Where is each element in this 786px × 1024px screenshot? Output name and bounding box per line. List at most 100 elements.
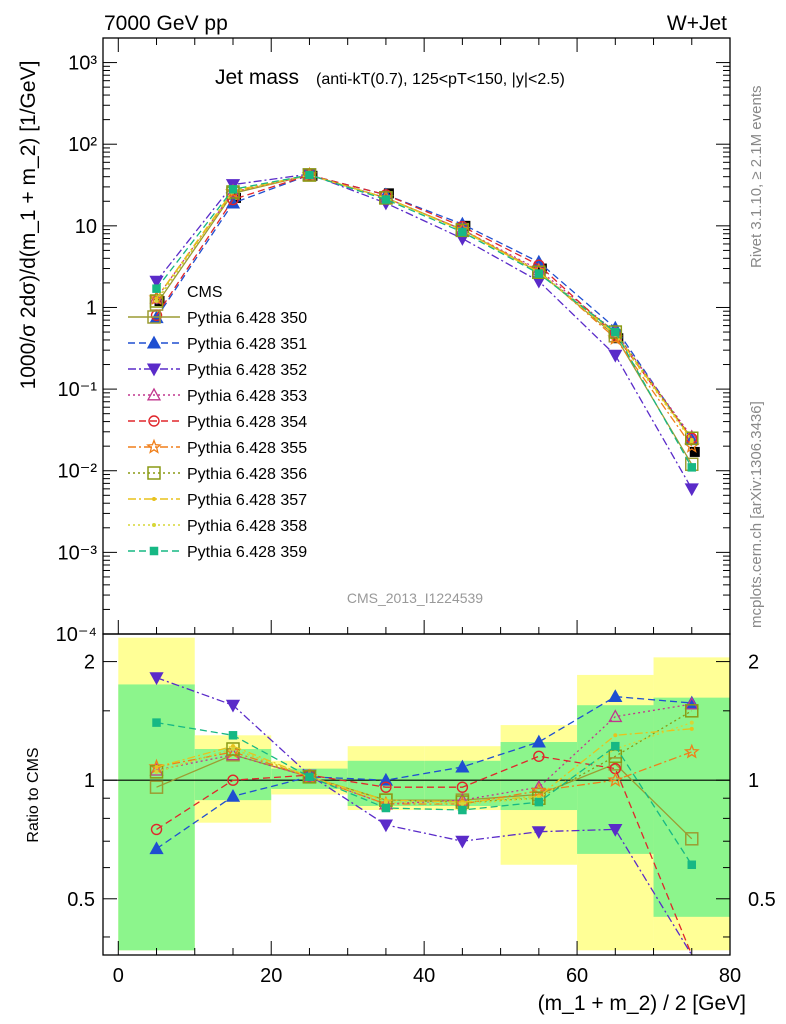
ratio-marker	[230, 746, 235, 751]
ratio-marker	[608, 709, 623, 723]
ratio-line	[156, 728, 692, 803]
xtick-label: 80	[719, 965, 741, 987]
legend-entry: CMS	[187, 284, 223, 301]
plot-title-detail: (anti-kT(0.7), 125<pT<150, |y|<2.5)	[316, 71, 565, 88]
ratio-marker	[150, 823, 163, 836]
ratio-frame	[102, 633, 731, 956]
ratio-ytick-label: 1	[84, 770, 95, 792]
ratio-pythia-6-428-351	[149, 689, 699, 855]
legend: CMS Pythia 6.428 350 Pythia 6.428 351 Pythi…	[128, 284, 307, 561]
legend-marker	[146, 335, 162, 349]
series-marker	[611, 327, 620, 337]
header-right: W+Jet	[667, 12, 727, 35]
series-marker	[149, 294, 164, 308]
xtick-label: 60	[566, 965, 588, 987]
legend-entry: Pythia 6.428 351	[128, 335, 307, 353]
ratio-xlabel: (m_1 + m_2) / 2 [GeV]	[538, 992, 746, 1015]
ratio-marker	[378, 772, 394, 786]
ratio-marker	[533, 750, 545, 762]
ratio-marker	[378, 819, 394, 833]
header-left: 7000 GeV pp	[104, 12, 228, 35]
ratio-series	[103, 672, 730, 956]
legend-label: Pythia 6.428 357	[187, 492, 307, 509]
xtick-label: 0	[113, 965, 124, 987]
legend-entry: Pythia 6.428 350	[128, 310, 307, 327]
ratio-marker	[460, 802, 465, 807]
series-marker	[608, 325, 623, 339]
ratio-marker	[607, 771, 624, 787]
ratio-marker	[302, 770, 317, 784]
ratio-marker	[608, 689, 623, 703]
ratio-ytick-label: 2	[84, 652, 95, 674]
ratio-marker	[380, 781, 392, 793]
legend-entry: Pythia 6.428 357	[128, 492, 307, 509]
series-marker	[532, 265, 546, 280]
series-marker	[152, 284, 161, 293]
main-ytick-label: 10²	[68, 134, 97, 156]
series-marker	[154, 296, 159, 301]
ratio-marker	[683, 743, 700, 759]
side-label-bottom: mcplots.cern.ch [arXiv:1306.3436]	[748, 401, 765, 628]
stat-uncertainty-band	[118, 684, 195, 951]
legend-entry: Pythia 6.428 353	[128, 387, 307, 405]
series-marker	[302, 168, 317, 182]
legend-label: Pythia 6.428 354	[187, 414, 307, 431]
ratio-marker	[684, 696, 699, 710]
legend-label: Pythia 6.428 353	[187, 388, 307, 405]
ratio-marker	[148, 758, 165, 774]
ratio-pythia-6-428-359	[152, 718, 697, 870]
ratio-marker	[154, 765, 159, 770]
ratio-ytick-label-right: 2	[748, 652, 759, 674]
series-marker	[455, 223, 470, 238]
series-marker	[685, 431, 699, 446]
main-ylabel: 1000/σ 2dσ)/d(m_1 + m_2) [1/GeV]	[17, 61, 40, 390]
ratio-marker	[689, 720, 694, 725]
legend-marker	[149, 546, 159, 556]
ratio-bands	[118, 637, 730, 951]
ratio-marker	[230, 744, 235, 749]
series-line	[155, 174, 693, 441]
ratio-ytick-label: 0.5	[67, 889, 95, 911]
ratio-marker	[456, 781, 469, 793]
xtick-label: 20	[260, 965, 282, 987]
main-ytick-label: 1	[86, 297, 97, 319]
main-ytick-label: 10⁻⁴	[56, 624, 97, 646]
ratio-marker	[534, 797, 544, 807]
series-marker	[607, 329, 624, 345]
ratio-marker	[381, 803, 391, 813]
legend-label: Pythia 6.428 352	[187, 362, 307, 379]
ratio-line	[156, 677, 693, 956]
ratio-line	[156, 721, 692, 805]
legend-entry: Pythia 6.428 352	[128, 362, 307, 379]
ratio-pythia-6-428-354	[150, 750, 693, 956]
ratio-marker	[530, 782, 547, 798]
main-ytick-label: 10⁻³	[58, 542, 98, 564]
legend-label: Pythia 6.428 358	[187, 518, 307, 535]
ratio-line	[156, 751, 692, 805]
ratio-marker	[149, 672, 164, 686]
series-line	[156, 173, 693, 490]
legend-marker	[147, 466, 161, 480]
series-marker	[608, 349, 623, 363]
ratio-line	[156, 710, 693, 803]
ratio-line	[156, 695, 692, 850]
series-marker	[305, 170, 314, 180]
ratio-marker	[458, 805, 467, 815]
series-marker	[689, 439, 694, 444]
legend-entry: Pythia 6.428 358	[128, 518, 307, 535]
xtick-label: 40	[413, 965, 435, 987]
ratio-marker	[608, 757, 623, 771]
ratio-marker	[227, 774, 239, 786]
main-ytick-label: 10³	[68, 53, 97, 75]
series-line	[155, 174, 693, 439]
ratio-marker	[613, 733, 618, 738]
main-ytick-label: 10	[75, 216, 97, 238]
ratio-marker	[531, 734, 546, 748]
ratio-marker	[611, 741, 620, 751]
ratio-line	[156, 721, 693, 866]
ratio-marker	[687, 860, 697, 870]
series-marker	[225, 183, 241, 199]
series-pythia-6-428-359	[152, 170, 697, 472]
legend-entry: Pythia 6.428 356	[128, 466, 307, 483]
